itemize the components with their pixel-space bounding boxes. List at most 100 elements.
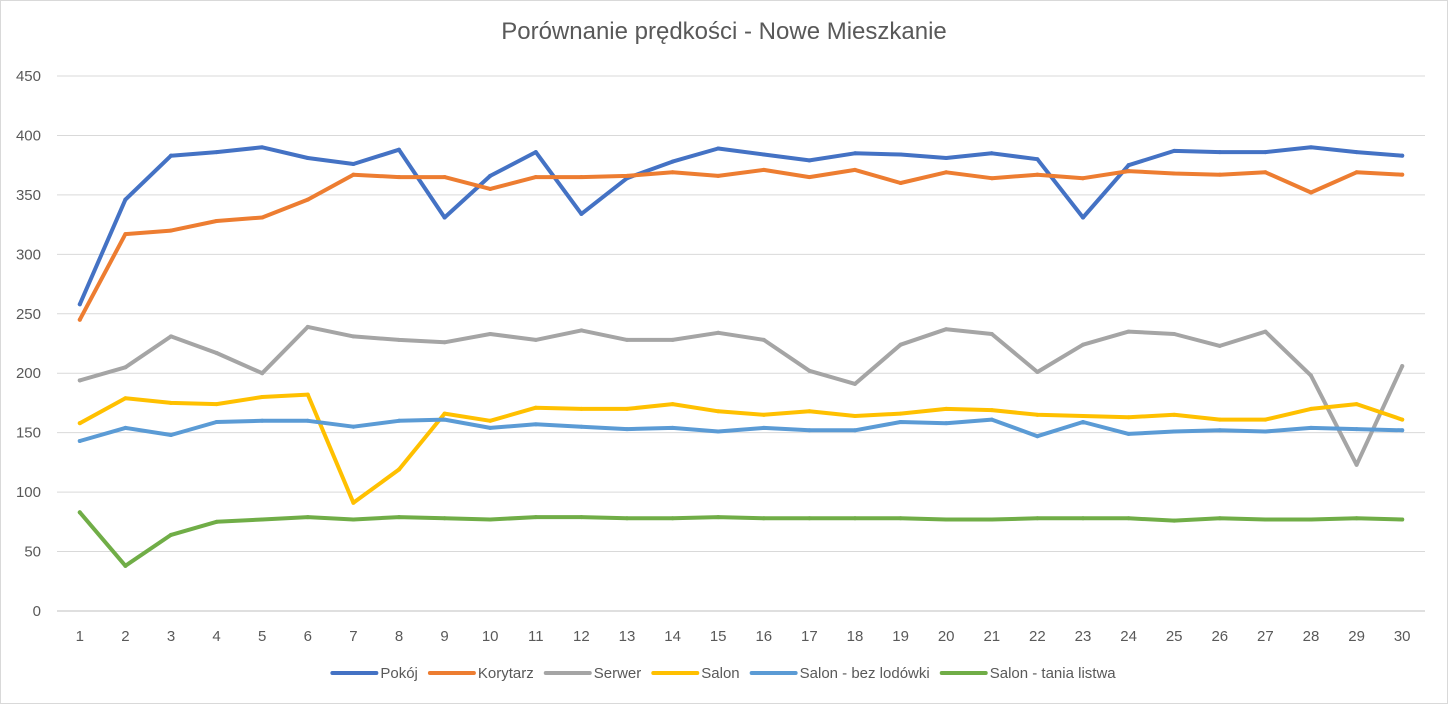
x-tick-label: 14 [664, 628, 681, 645]
data-point [305, 392, 310, 397]
data-point [488, 186, 493, 191]
data-point [1035, 172, 1040, 177]
y-tick-label: 50 [24, 544, 41, 561]
legend-label: Salon - bez lodówki [800, 665, 930, 682]
data-point [77, 317, 82, 322]
x-tick-label: 28 [1303, 628, 1320, 645]
data-point [1217, 516, 1222, 521]
data-point [351, 500, 356, 505]
legend-item: Salon [651, 665, 740, 682]
data-point [989, 408, 994, 413]
data-point [1081, 215, 1085, 220]
data-point [853, 516, 857, 521]
data-point [1354, 427, 1359, 432]
data-point [1354, 516, 1359, 521]
data-point [944, 170, 949, 175]
data-point [898, 516, 903, 521]
data-point [670, 402, 675, 407]
data-point [716, 409, 721, 414]
data-point [442, 215, 447, 220]
data-point [1081, 342, 1085, 347]
data-point [807, 409, 812, 414]
data-point [898, 152, 903, 157]
data-point [77, 438, 82, 443]
data-point [169, 153, 173, 158]
data-point [305, 156, 310, 161]
data-point [169, 433, 173, 438]
data-point [944, 406, 949, 411]
series-line-6 [77, 510, 1405, 568]
data-point [442, 417, 447, 422]
series-line-2 [77, 167, 1405, 322]
data-point [397, 418, 401, 423]
data-point [442, 340, 447, 345]
data-point [625, 173, 629, 178]
data-point [944, 156, 949, 161]
x-tick-label: 12 [573, 628, 590, 645]
data-point [488, 418, 493, 423]
data-point [1172, 148, 1177, 153]
data-point [761, 167, 766, 172]
x-tick-label: 5 [258, 628, 266, 645]
data-point [77, 302, 82, 307]
x-tick-label: 7 [349, 628, 357, 645]
data-point [1354, 402, 1359, 407]
series-line-4 [77, 392, 1405, 505]
data-point [123, 197, 128, 202]
data-point [1309, 517, 1313, 522]
x-tick-label: 16 [755, 628, 772, 645]
data-point [989, 417, 994, 422]
data-point [625, 427, 629, 432]
data-point [716, 146, 721, 151]
data-point [123, 232, 128, 237]
data-point [625, 337, 629, 342]
data-point [533, 515, 538, 520]
data-point [670, 170, 675, 175]
data-point [807, 368, 812, 373]
data-point [1263, 417, 1268, 422]
data-point [579, 515, 584, 520]
data-point [1217, 150, 1222, 155]
data-point [807, 428, 812, 433]
data-point [989, 151, 994, 156]
data-point [1263, 150, 1268, 155]
data-point [1263, 429, 1268, 434]
data-point [1035, 434, 1040, 439]
data-point [761, 425, 766, 430]
data-point [625, 406, 629, 411]
data-point [1263, 517, 1268, 522]
data-point [351, 424, 356, 429]
data-point [123, 563, 128, 568]
data-point [442, 175, 447, 180]
x-tick-label: 27 [1257, 628, 1274, 645]
data-point [579, 211, 584, 216]
data-point [761, 516, 766, 521]
legend-label: Serwer [594, 665, 642, 682]
data-point [1217, 343, 1222, 348]
data-point [533, 405, 538, 410]
x-tick-label: 6 [304, 628, 312, 645]
x-tick-label: 4 [212, 628, 220, 645]
x-tick-label: 13 [619, 628, 636, 645]
data-point [670, 516, 675, 521]
data-point [1172, 331, 1177, 336]
data-point [1400, 172, 1405, 177]
data-point [123, 425, 128, 430]
data-point [1309, 190, 1313, 195]
data-point [989, 517, 994, 522]
data-point [488, 173, 493, 178]
data-point [807, 158, 812, 163]
data-point [761, 337, 766, 342]
data-point [853, 167, 857, 172]
data-point [397, 175, 401, 180]
data-point [898, 342, 903, 347]
data-point [1081, 516, 1085, 521]
data-point [351, 161, 356, 166]
data-point [853, 151, 857, 156]
y-tick-label: 350 [16, 187, 41, 204]
data-point [1309, 145, 1313, 150]
data-point [260, 145, 265, 150]
data-point [761, 152, 766, 157]
data-point [169, 228, 173, 233]
data-point [1126, 163, 1131, 168]
